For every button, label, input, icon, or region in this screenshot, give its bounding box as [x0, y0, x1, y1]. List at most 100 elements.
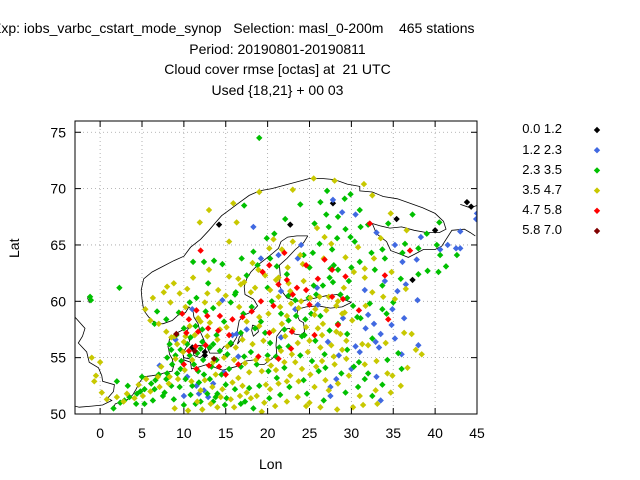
station-marker	[176, 290, 183, 297]
station-marker	[423, 230, 430, 237]
station-marker	[266, 245, 273, 252]
station-marker	[375, 344, 383, 351]
station-marker	[333, 328, 340, 335]
station-marker	[256, 313, 263, 321]
station-marker	[300, 277, 307, 285]
station-marker	[409, 276, 416, 284]
station-marker	[270, 302, 277, 310]
station-marker	[377, 235, 384, 242]
station-marker	[163, 370, 171, 377]
station-marker	[209, 340, 217, 348]
station-marker	[149, 294, 157, 302]
station-marker	[225, 365, 233, 373]
station-marker	[266, 286, 274, 294]
station-marker	[304, 348, 312, 356]
station-marker	[356, 206, 363, 214]
station-marker	[240, 278, 248, 286]
station-marker	[230, 356, 238, 364]
station-marker	[188, 378, 195, 385]
station-marker	[276, 303, 284, 311]
station-marker	[173, 330, 180, 338]
legend-markers	[593, 126, 601, 235]
station-marker	[379, 305, 386, 313]
station-marker	[96, 358, 104, 366]
station-marker	[327, 392, 334, 400]
station-marker	[142, 375, 150, 383]
legend-marker	[593, 147, 601, 154]
station-marker	[210, 355, 218, 362]
station-marker	[180, 325, 188, 332]
station-marker	[356, 348, 363, 356]
station-marker	[315, 367, 322, 375]
station-marker	[292, 358, 299, 366]
station-marker	[214, 336, 221, 343]
station-marker	[297, 352, 304, 359]
station-marker	[236, 392, 244, 400]
station-marker	[250, 223, 257, 231]
station-marker	[123, 390, 131, 397]
station-marker	[187, 391, 194, 399]
station-marker	[342, 273, 349, 280]
chart-title-experiment: Exp: iobs_varbc_cstart_mode_synop Select…	[0, 20, 475, 36]
station-marker	[204, 325, 212, 332]
station-marker	[240, 202, 248, 209]
station-marker	[384, 356, 391, 364]
station-marker	[287, 300, 295, 307]
station-marker	[333, 406, 341, 413]
station-marker	[328, 246, 336, 253]
station-marker	[325, 223, 332, 231]
x-tick-label: 5	[138, 425, 146, 441]
station-marker	[206, 319, 214, 326]
station-marker	[207, 400, 214, 408]
station-marker	[88, 354, 95, 361]
station-marker	[366, 300, 373, 307]
station-marker	[283, 271, 291, 278]
coastline-path	[75, 316, 115, 408]
station-marker	[349, 302, 357, 310]
station-marker	[270, 327, 277, 334]
station-marker	[256, 382, 263, 390]
station-marker	[168, 346, 175, 353]
station-marker	[328, 342, 335, 349]
station-marker	[473, 210, 477, 217]
station-marker	[317, 344, 324, 351]
station-marker	[227, 396, 234, 403]
station-marker	[281, 326, 288, 333]
station-marker	[337, 291, 344, 298]
station-marker	[225, 331, 233, 339]
station-marker	[222, 292, 229, 299]
station-marker	[266, 339, 274, 347]
station-marker	[330, 353, 337, 360]
x-tick-label: 40	[427, 425, 443, 441]
station-marker	[318, 357, 326, 365]
station-marker	[204, 333, 211, 340]
station-marker	[302, 316, 309, 323]
station-marker	[300, 376, 307, 384]
station-marker	[229, 316, 236, 323]
station-marker	[292, 312, 300, 320]
station-marker	[154, 373, 162, 381]
station-marker	[163, 283, 171, 290]
station-marker	[163, 316, 170, 323]
station-marker	[232, 289, 239, 296]
station-marker	[417, 233, 425, 241]
station-marker	[361, 265, 368, 272]
station-marker	[323, 307, 330, 314]
station-marker	[199, 356, 207, 364]
station-marker	[271, 230, 278, 237]
station-marker	[414, 296, 421, 304]
station-marker	[141, 386, 148, 393]
legend-label-0: 0.0 1.2	[522, 121, 562, 136]
station-marker	[379, 246, 386, 253]
station-marker	[310, 175, 317, 182]
station-marker	[275, 293, 282, 300]
station-marker	[255, 266, 262, 273]
station-marker	[219, 260, 226, 268]
station-marker	[180, 361, 188, 368]
station-marker	[272, 366, 280, 374]
station-marker	[151, 386, 158, 393]
x-tick-label: 15	[218, 425, 234, 441]
station-marker	[170, 280, 178, 287]
station-marker	[235, 361, 242, 368]
station-marker	[159, 392, 167, 400]
